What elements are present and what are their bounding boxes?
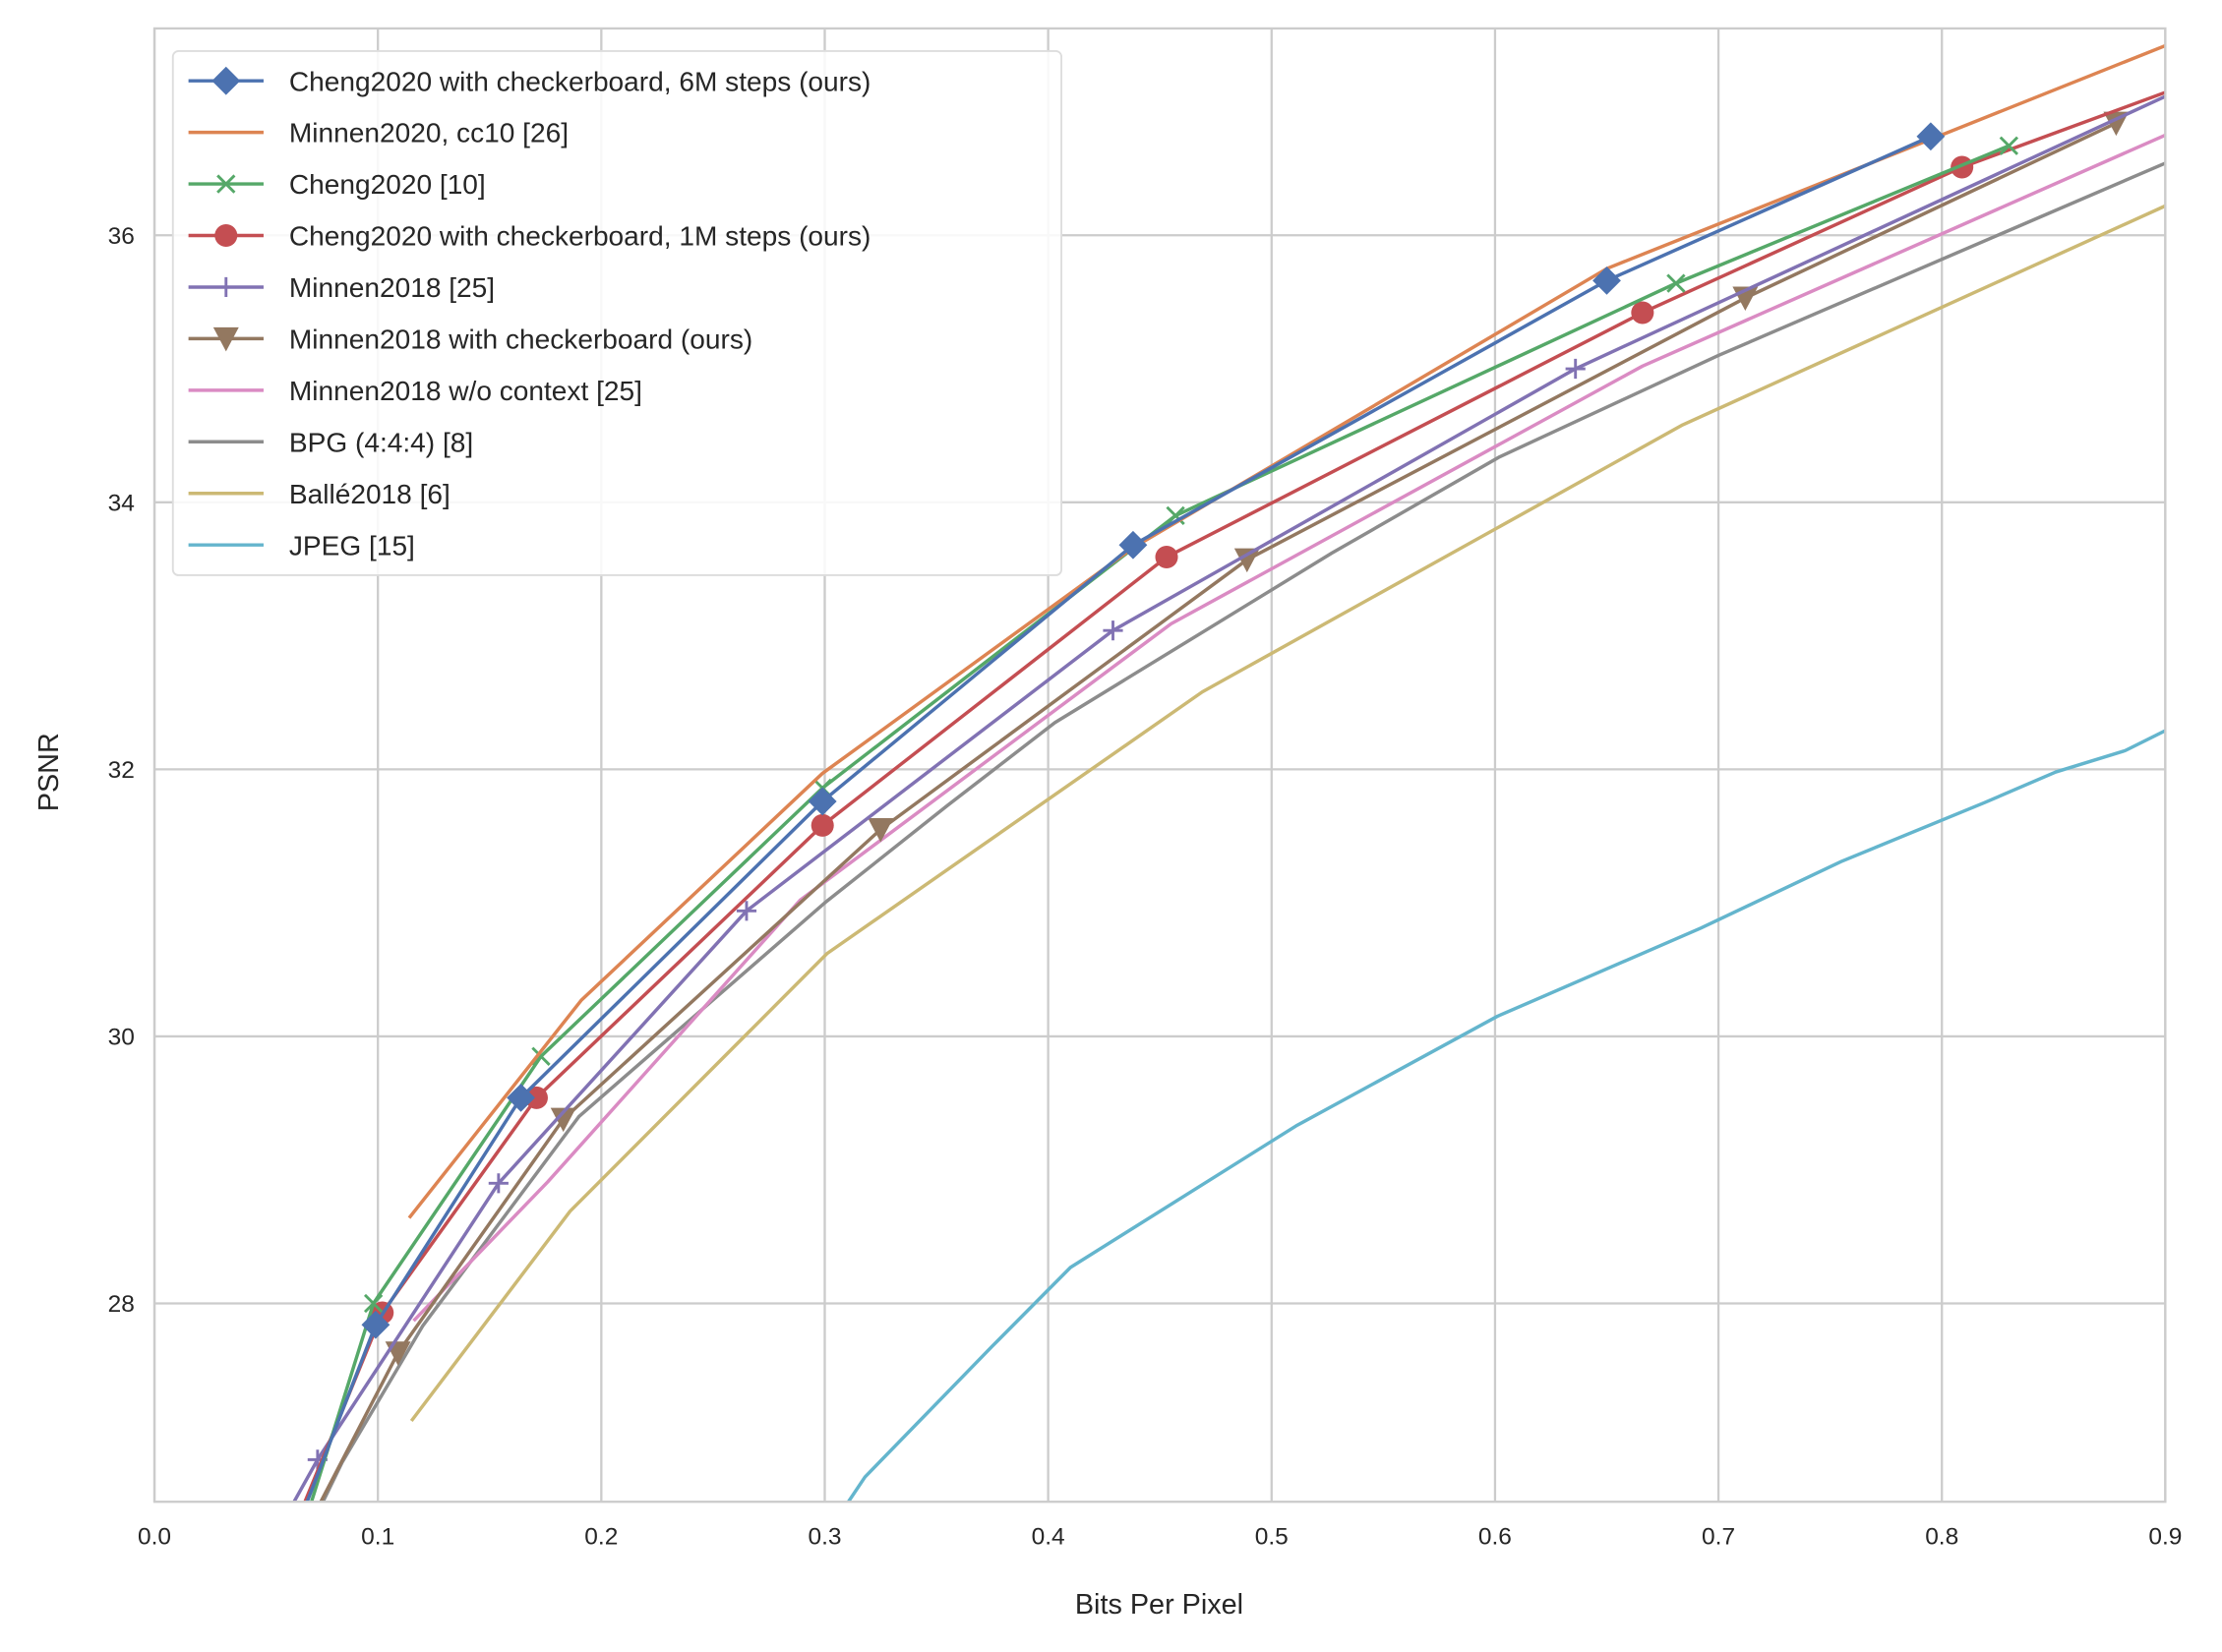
legend-box [171,50,1063,576]
data-point-diamond [808,787,837,816]
y-axis-label: PSNR [33,733,65,811]
data-point-diamond [361,1310,390,1339]
data-point-plus [488,1173,509,1194]
legend-label: BPG (4:4:4) [8] [289,427,473,457]
series-9 [846,729,2166,1503]
data-point-circle [1155,545,1178,568]
data-point-circle [524,1086,548,1109]
data-point-x [363,1293,384,1314]
legend-entry: JPEG [15] [188,530,415,560]
data-point-circle [214,223,238,248]
data-point-x [216,174,236,194]
series-7 [321,161,2166,1503]
legend-label: Cheng2020 [10] [289,169,486,200]
x-tick-label: 0.8 [1925,1523,1958,1550]
legend-entry: Cheng2020 [10] [188,169,486,200]
data-point-x [1999,136,2019,155]
data-point-plus [215,276,236,298]
legend-label: Cheng2020 with checkerboard, 1M steps (o… [289,221,871,252]
x-tick-label: 0.9 [2148,1523,2182,1550]
legend-label: Ballé2018 [6] [289,479,450,509]
data-point-x [1666,273,1686,293]
x-tick-labels: 0.0 0.1 0.2 0.3 0.4 0.5 0.6 0.7 0.8 0.9 [138,1523,2182,1550]
y-tick-label: 32 [108,757,135,784]
data-point-circle [811,813,834,837]
x-tick-label: 0.7 [1702,1523,1735,1550]
legend-label: Minnen2020, cc10 [26] [289,118,569,148]
data-point-triangle-down [212,326,239,352]
legend-label: Minnen2018 [25] [289,272,495,303]
series-line [321,161,2166,1503]
data-point-plus [736,901,757,921]
data-point-diamond [1916,122,1946,151]
data-point-triangle-down [1233,548,1260,573]
series-line [407,43,2166,1219]
x-axis-label: Bits Per Pixel [1075,1589,1243,1621]
data-point-triangle-down [868,817,894,843]
legend-entry: Minnen2020, cc10 [26] [188,118,569,148]
legend-label: Minnen2018 w/o context [25] [289,376,642,406]
series-4 [291,94,2166,1503]
legend-entry: Ballé2018 [6] [188,479,450,509]
legend-entry: Cheng2020 with checkerboard, 1M steps (o… [188,221,871,252]
y-tick-label: 36 [108,223,135,250]
y-tick-label: 28 [108,1291,135,1318]
series-1 [407,43,2166,1219]
x-tick-label: 0.4 [1032,1523,1065,1550]
legend-entry: Minnen2018 with checkerboard (ours) [188,324,752,354]
y-tick-labels: 28 30 32 34 36 [108,223,135,1318]
data-point-triangle-down [550,1107,576,1133]
data-point-diamond [1592,266,1621,295]
data-point-circle [1631,301,1654,324]
legend-label: Minnen2018 with checkerboard (ours) [289,324,752,354]
x-tick-label: 0.1 [361,1523,394,1550]
legend-entry: BPG (4:4:4) [8] [188,427,473,457]
x-tick-label: 0.6 [1478,1523,1512,1550]
x-tick-label: 0.5 [1255,1523,1289,1550]
data-point-diamond [507,1083,535,1112]
series-8 [409,204,2166,1423]
legend-label: Cheng2020 with checkerboard, 6M steps (o… [289,66,871,96]
y-tick-label: 34 [108,490,135,516]
legend: Cheng2020 with checkerboard, 6M steps (o… [171,50,1063,576]
series-6 [412,133,2166,1323]
series-line [409,204,2166,1423]
x-tick-label: 0.2 [584,1523,618,1550]
legend-label: JPEG [15] [289,530,415,560]
legend-entry: Minnen2018 w/o context [25] [188,376,642,406]
data-point-x [531,1046,551,1066]
x-tick-label: 0.0 [138,1523,171,1550]
series-line [412,133,2166,1323]
data-point-diamond [211,66,241,95]
x-tick-label: 0.3 [808,1523,841,1550]
legend-entry: Cheng2020 with checkerboard, 6M steps (o… [188,66,871,96]
data-point-plus [1103,620,1123,641]
y-tick-label: 30 [108,1025,135,1051]
series-line [846,729,2166,1503]
plot-frame [152,27,2167,1504]
data-point-plus [1565,358,1586,380]
series-lines [291,43,2166,1503]
legend-entry: Minnen2018 [25] [188,272,495,303]
